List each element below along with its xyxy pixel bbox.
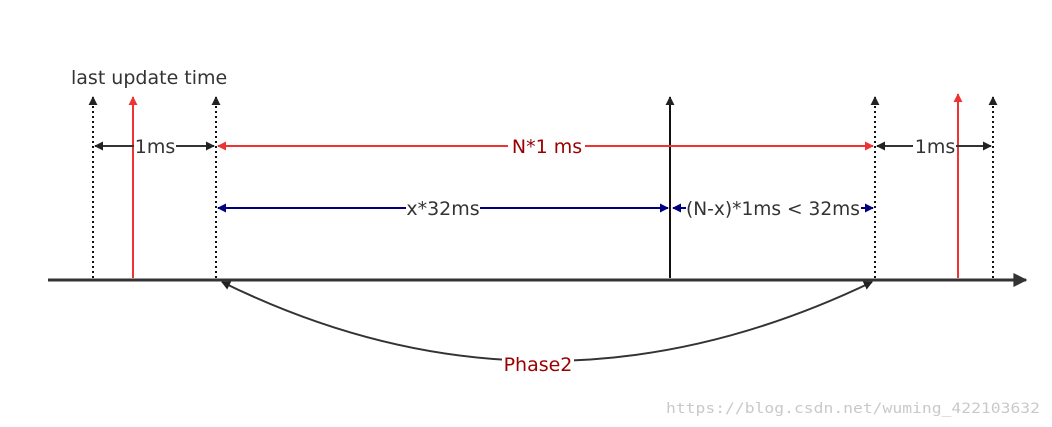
phase2-label-bg bbox=[502, 351, 574, 377]
n-ms-label: N*1 ms bbox=[512, 136, 582, 158]
one-ms-right-label: 1ms bbox=[915, 136, 956, 158]
x-32ms-label: x*32ms bbox=[406, 198, 479, 220]
one-ms-right-label-bg bbox=[914, 133, 956, 159]
one-ms-left-label-bg bbox=[134, 133, 176, 159]
phase2-curve bbox=[221, 281, 873, 362]
phase2-label: Phase2 bbox=[504, 354, 573, 376]
watermark-text: https://blog.csdn.net/wuming_422103632 bbox=[666, 401, 1040, 417]
remainder-label: (N-x)*1ms < 32ms bbox=[686, 198, 860, 220]
one-ms-left-label: 1ms bbox=[135, 136, 176, 158]
last-update-time-label: last update time bbox=[71, 67, 227, 89]
